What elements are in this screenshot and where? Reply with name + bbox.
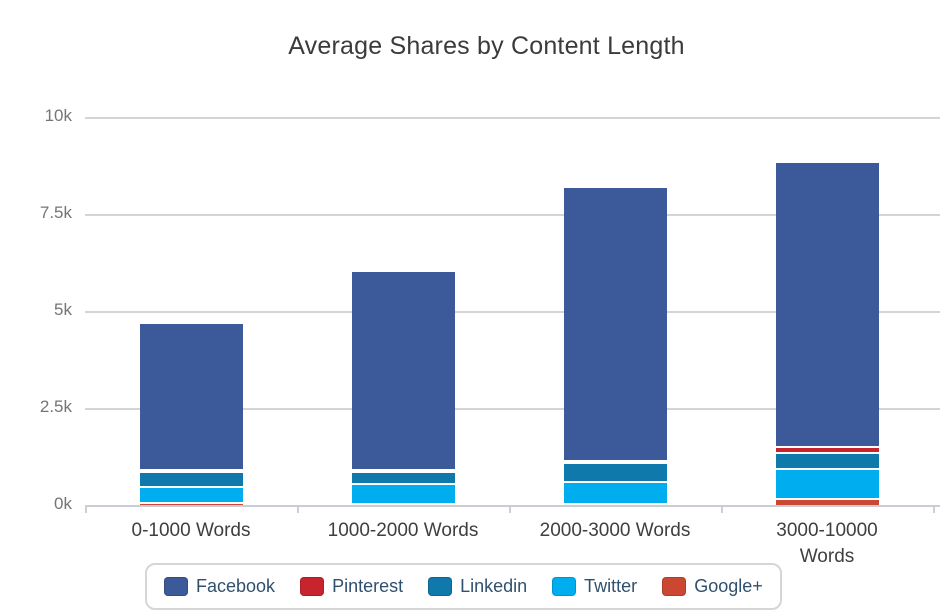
legend-label: Twitter [584, 576, 638, 596]
x-axis-tick [933, 506, 935, 513]
legend: Facebook Pinterest Linkedin Twitter Google+ [145, 563, 782, 610]
bar-segment-twitter[interactable] [351, 483, 455, 503]
bar-column [775, 162, 879, 505]
legend-swatch-icon [552, 577, 577, 596]
bar-segment-pinterest[interactable] [775, 446, 879, 452]
legend-item-google[interactable]: Google+ [662, 576, 763, 597]
bar-column [351, 272, 455, 505]
bar-segment-google[interactable] [351, 502, 455, 505]
chart-title: Average Shares by Content Length [288, 32, 685, 60]
gridline [85, 117, 940, 119]
legend-label: Facebook [196, 576, 276, 596]
y-tick-label: 0k [54, 494, 72, 513]
legend-swatch-icon [428, 577, 453, 596]
bar-segment-google[interactable] [775, 498, 879, 505]
legend-item-facebook[interactable]: Facebook [164, 576, 275, 597]
bar-segment-linkedin[interactable] [351, 470, 455, 484]
bar-segment-facebook[interactable] [563, 188, 667, 460]
x-tick-label: 1000-2000 Words [327, 520, 479, 541]
bar-segment-pinterest[interactable] [139, 469, 243, 472]
legend-item-twitter[interactable]: Twitter [552, 576, 637, 597]
y-tick-label: 10k [44, 106, 72, 125]
legend-swatch-icon [164, 577, 188, 596]
bar-segment-pinterest[interactable] [563, 459, 667, 462]
bar-segment-facebook[interactable] [351, 272, 455, 469]
x-tick-label: 3000-10000 Words [776, 520, 878, 567]
y-tick-label: 2.5k [39, 397, 72, 416]
bar-segment-linkedin[interactable] [139, 471, 243, 486]
bar-column [139, 323, 243, 505]
x-axis-tick [721, 506, 723, 513]
legend-item-pinterest[interactable]: Pinterest [300, 576, 403, 597]
legend-swatch-icon [662, 577, 687, 596]
x-tick-label: 0-1000 Words [131, 520, 251, 541]
x-axis-tick [297, 506, 299, 513]
gridline [85, 311, 940, 313]
y-tick-label: 5k [54, 300, 72, 319]
bar-segment-twitter[interactable] [563, 481, 667, 503]
legend-label: Google+ [694, 576, 763, 596]
bar-segment-facebook[interactable] [775, 162, 879, 447]
bar-column [563, 188, 667, 505]
bar-segment-twitter[interactable] [775, 468, 879, 499]
x-axis-line [85, 505, 940, 507]
bar-segment-google[interactable] [139, 501, 243, 505]
legend-item-linkedin[interactable]: Linkedin [428, 576, 527, 597]
bar-segment-linkedin[interactable] [775, 451, 879, 469]
gridline [85, 214, 940, 216]
gridline [85, 408, 940, 410]
bar-segment-twitter[interactable] [139, 486, 243, 502]
y-tick-label: 7.5k [39, 203, 72, 222]
x-axis-tick [509, 506, 511, 513]
legend-label: Linkedin [460, 576, 528, 596]
x-axis-tick [85, 506, 87, 513]
x-tick-label: 2000-3000 Words [539, 520, 691, 541]
bar-segment-linkedin[interactable] [563, 461, 667, 482]
bar-segment-pinterest[interactable] [351, 468, 455, 471]
bar-segment-google[interactable] [563, 502, 667, 505]
legend-swatch-icon [300, 577, 325, 596]
legend-label: Pinterest [332, 576, 404, 596]
bar-segment-facebook[interactable] [139, 323, 243, 470]
